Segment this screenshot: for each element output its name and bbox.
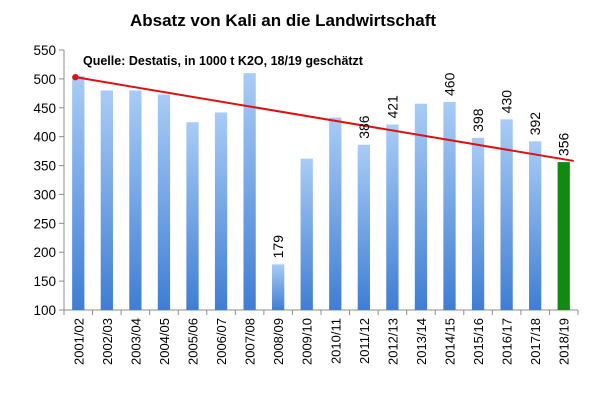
data-label: 398 (470, 108, 486, 132)
bar-2013-14 (414, 103, 428, 310)
x-tick-label: 2006/07 (214, 318, 229, 365)
chart-title: Absatz von Kali an die Landwirtschaft (130, 11, 436, 30)
trendline (72, 73, 574, 162)
data-label: 421 (384, 95, 400, 119)
x-tick-label: 2011/12 (357, 318, 372, 364)
bar-2002-03 (100, 90, 113, 310)
bar-2016-17 (500, 119, 513, 310)
bar-2006-07 (214, 112, 228, 311)
bar-2005-06 (186, 122, 199, 310)
bar-2017-18 (529, 141, 542, 310)
y-tick-label: 200 (33, 245, 56, 260)
bar-2008-09 (272, 264, 285, 310)
bar-2012-13 (386, 124, 399, 311)
y-tick-label: 350 (33, 159, 56, 174)
x-tick-label: 2007/08 (243, 318, 258, 365)
y-tick-label: 150 (33, 274, 56, 289)
x-tick-label: 2012/13 (385, 318, 400, 365)
x-tick-label: 2015/16 (471, 318, 486, 365)
bar-2009-10 (300, 158, 313, 310)
bar-2014-15 (443, 102, 456, 310)
data-label: 460 (442, 72, 458, 96)
y-tick-label: 250 (33, 216, 56, 231)
bar-2004-05 (157, 94, 171, 310)
bar-2001-02 (72, 76, 85, 310)
axes (59, 49, 579, 315)
x-tick-label: 2004/05 (157, 318, 172, 365)
data-label: 430 (499, 90, 515, 114)
y-tick-label: 500 (33, 72, 56, 87)
x-tick-label: 2018/19 (557, 318, 572, 365)
y-tick-label: 300 (33, 187, 56, 202)
x-tick-label: 2009/10 (300, 318, 315, 365)
data-labels: 179 386 421 460 398 430 392 356 (270, 72, 572, 258)
x-tick-label: 2010/11 (328, 318, 343, 364)
x-tick-label: 2016/17 (500, 318, 515, 365)
bar-2018-19 (557, 162, 570, 310)
x-tick-label: 2014/15 (443, 318, 458, 365)
bar-2007-08 (243, 73, 256, 310)
x-tick-label: 2002/03 (100, 318, 115, 365)
y-tick-label: 100 (33, 303, 56, 318)
data-label: 356 (556, 133, 572, 157)
y-tick-labels: 100 150 200 250 300 350 400 450 500 550 (33, 43, 56, 318)
trendline-start-marker (72, 73, 79, 81)
bars (72, 73, 570, 311)
x-tick-label: 2005/06 (186, 318, 201, 365)
x-tick-label: 2003/04 (128, 318, 143, 365)
x-tick-labels: 2001/02 2002/03 2003/04 2004/05 2005/06 2006/… (71, 318, 571, 365)
bar-2015-16 (471, 137, 485, 310)
y-tick-label: 450 (33, 101, 56, 116)
trendline-line (75, 76, 574, 162)
bar-2003-04 (129, 90, 142, 310)
y-tick-label: 400 (33, 130, 56, 145)
data-label: 386 (356, 115, 372, 139)
x-tick-label: 2001/02 (71, 318, 86, 365)
bar-2010-11 (329, 117, 342, 310)
y-tick-label: 550 (33, 43, 56, 58)
x-tick-label: 2017/18 (528, 318, 543, 365)
x-tick-label: 2008/09 (271, 318, 286, 365)
data-label: 179 (270, 235, 286, 259)
x-tick-label: 2013/14 (414, 318, 429, 365)
bar-2011-12 (357, 144, 370, 310)
data-label: 392 (527, 112, 543, 136)
source-note: Quelle: Destatis, in 1000 t K2O, 18/19 g… (83, 54, 364, 68)
